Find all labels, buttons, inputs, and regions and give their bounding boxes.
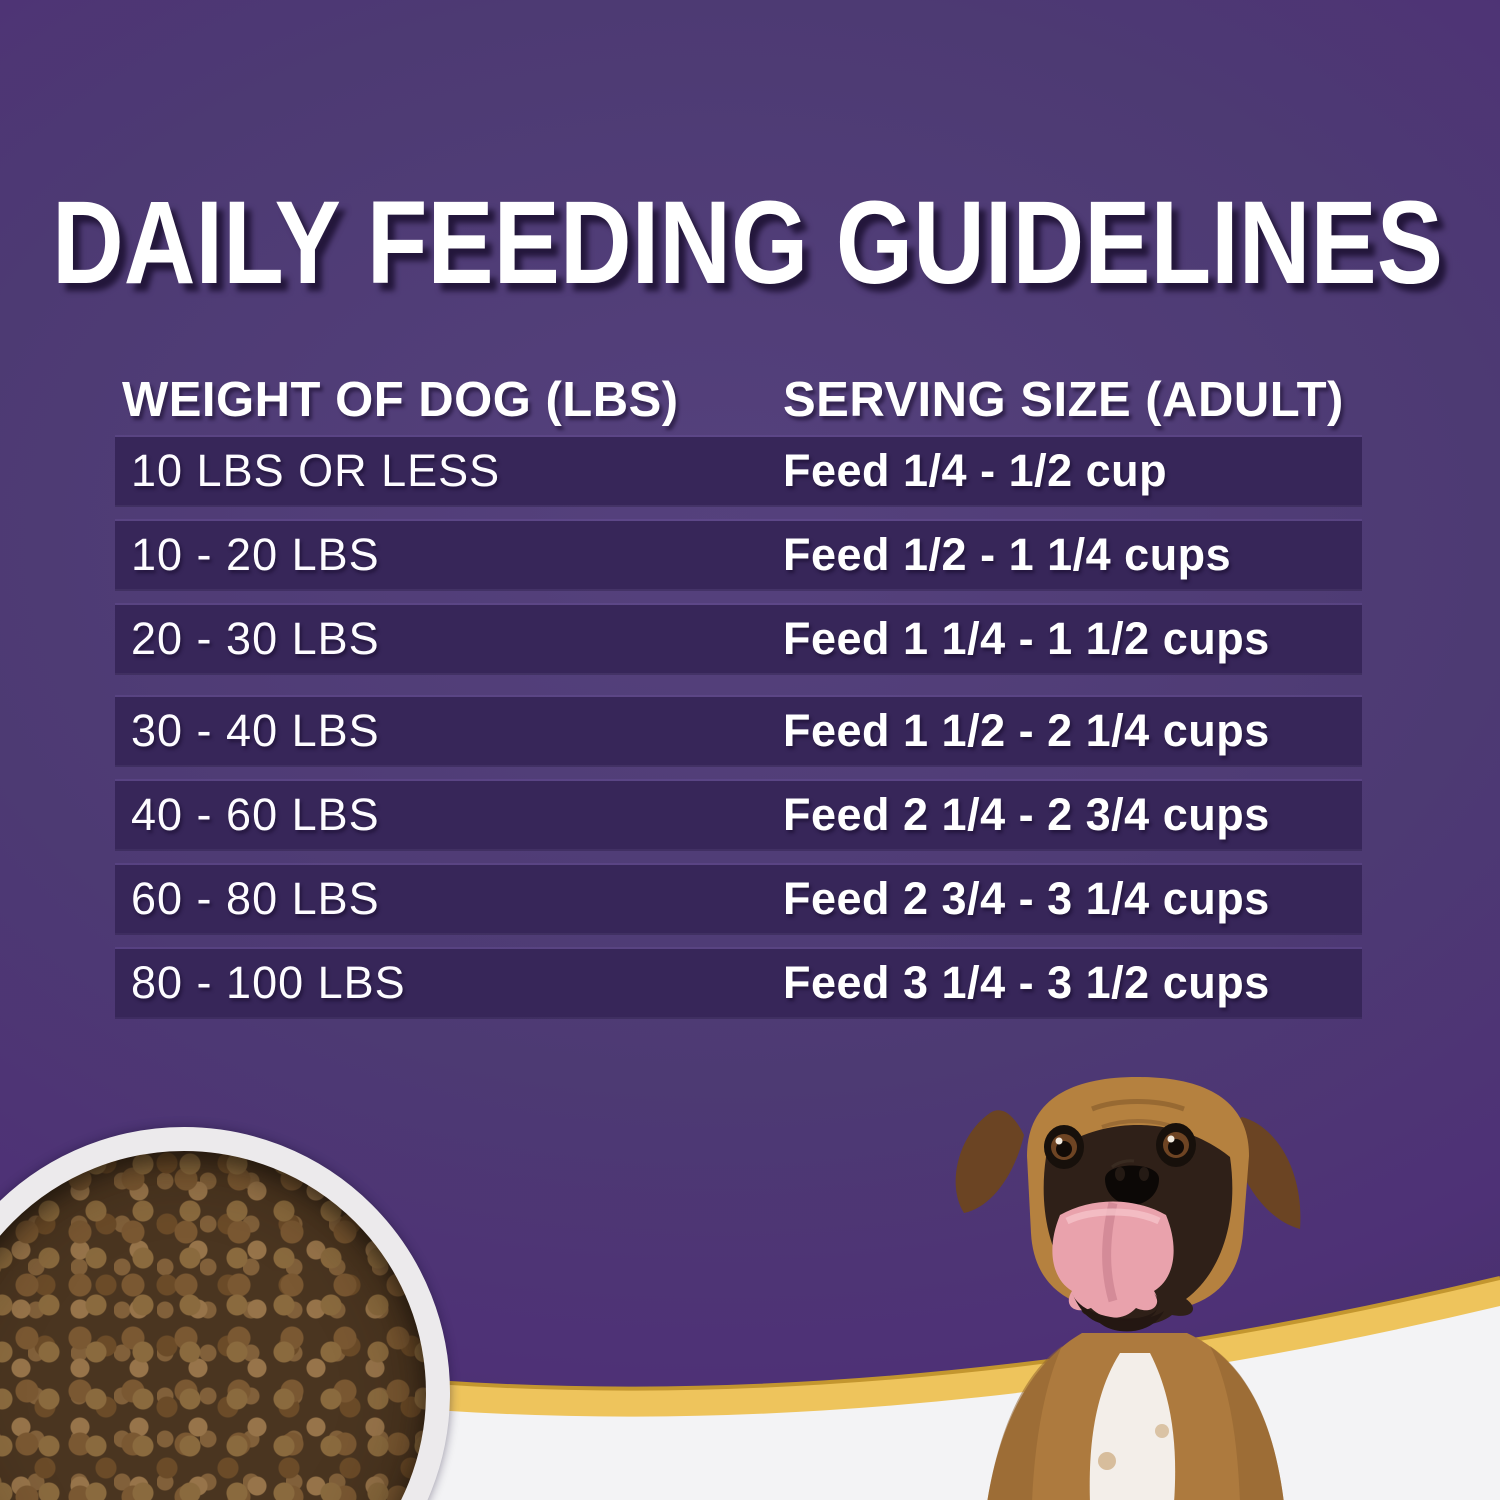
dog-right-ear: [1232, 1117, 1301, 1229]
table-header: WEIGHT OF DOG (LBS) SERVING SIZE (ADULT): [0, 372, 1500, 427]
weight-cell: 10 LBS OR LESS: [131, 445, 501, 496]
table-row: 30 - 40 LBS Feed 1 1/2 - 2 1/4 cups: [115, 697, 1362, 765]
weight-cell: 30 - 40 LBS: [131, 705, 380, 756]
table-row: 60 - 80 LBS Feed 2 3/4 - 3 1/4 cups: [115, 865, 1362, 933]
table-row: 10 - 20 LBS Feed 1/2 - 1 1/4 cups: [115, 521, 1362, 589]
weight-column-header: WEIGHT OF DOG (LBS): [122, 373, 679, 427]
page-title: DAILY FEEDING GUIDELINES: [52, 177, 1443, 309]
weight-cell: 20 - 30 LBS: [131, 613, 380, 664]
weight-cell: 80 - 100 LBS: [131, 957, 406, 1008]
table-row: 20 - 30 LBS Feed 1 1/4 - 1 1/2 cups: [115, 605, 1362, 673]
serving-cell: Feed 3 1/4 - 3 1/2 cups: [783, 957, 1270, 1008]
dog-jowls: [1072, 1293, 1159, 1325]
serving-cell: Feed 1 1/2 - 2 1/4 cups: [783, 705, 1270, 756]
page-title-text: DAILY FEEDING GUIDELINES: [52, 177, 1443, 309]
serving-cell: Feed 2 1/4 - 2 3/4 cups: [783, 789, 1270, 840]
serving-cell: Feed 2 3/4 - 3 1/4 cups: [783, 873, 1270, 924]
boxer-dog-image: [955, 1077, 1301, 1500]
feeding-table: 10 LBS OR LESS Feed 1/4 - 1/2 cup 10 - 2…: [115, 437, 1362, 1033]
dog-chest-blaze: [1089, 1353, 1176, 1500]
dog-body-shadow-right: [1210, 1346, 1284, 1500]
dog-left-ear: [955, 1110, 1024, 1213]
weight-cell: 10 - 20 LBS: [131, 529, 380, 580]
dog-left-eye: [1044, 1125, 1084, 1169]
serving-cell: Feed 1/4 - 1/2 cup: [783, 445, 1168, 496]
table-row: 10 LBS OR LESS Feed 1/4 - 1/2 cup: [115, 437, 1362, 505]
dog-right-eye: [1156, 1123, 1196, 1167]
serving-cell: Feed 1/2 - 1 1/4 cups: [783, 529, 1232, 580]
serving-column-header: SERVING SIZE (ADULT): [783, 373, 1344, 427]
weight-cell: 60 - 80 LBS: [131, 873, 380, 924]
dog-tongue: [1052, 1201, 1174, 1318]
serving-cell: Feed 1 1/4 - 1 1/2 cups: [783, 613, 1270, 664]
table-row: 40 - 60 LBS Feed 2 1/4 - 2 3/4 cups: [115, 781, 1362, 849]
dog-body-shadow: [987, 1346, 1062, 1500]
weight-cell: 40 - 60 LBS: [131, 789, 380, 840]
table-row: 80 - 100 LBS Feed 3 1/4 - 3 1/2 cups: [115, 949, 1362, 1017]
